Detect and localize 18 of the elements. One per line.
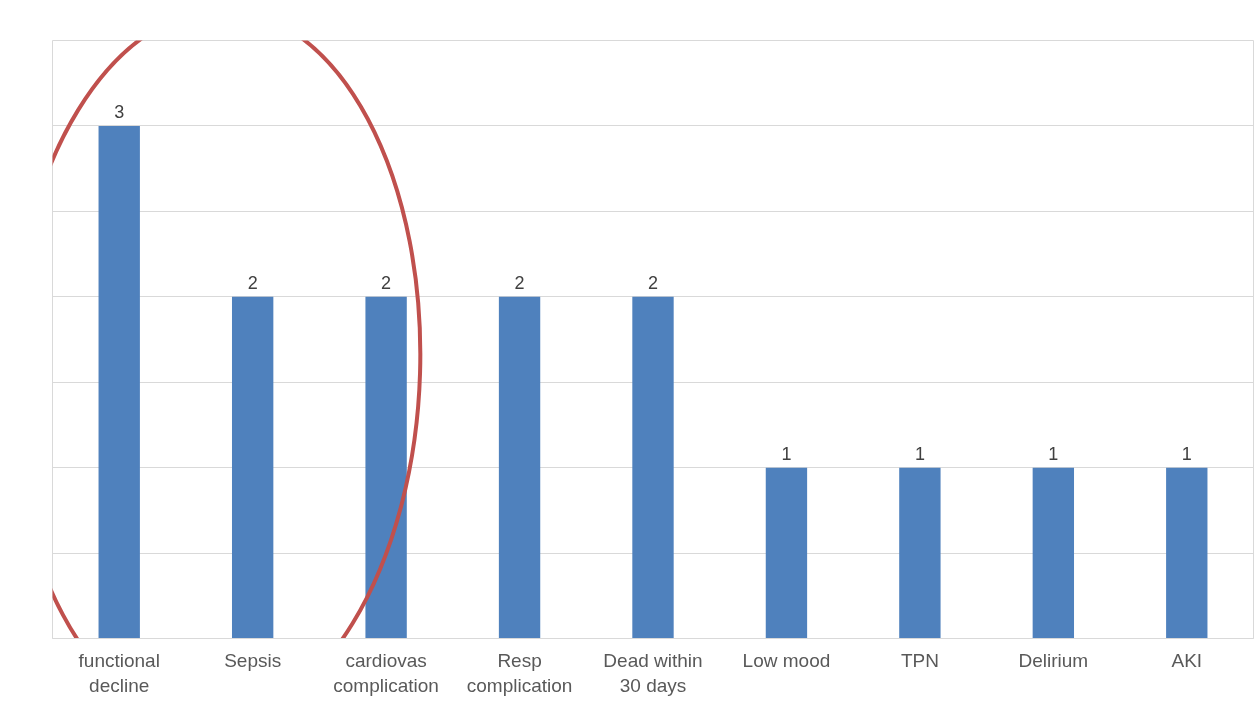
data-label: 2	[247, 272, 258, 293]
x-tick-label: functional decline	[78, 649, 160, 696]
data-label: 1	[1181, 443, 1192, 464]
data-label: 1	[1048, 443, 1059, 464]
data-label: 2	[647, 272, 659, 293]
x-tick-label: Sepsis	[224, 649, 282, 671]
data-label: 2	[381, 272, 392, 293]
x-tick-label: TPN	[900, 649, 939, 671]
data-label: 3	[114, 101, 125, 122]
x-tick-label: Dead within 30 days	[603, 649, 703, 696]
x-tick-label: Resp complication	[466, 649, 573, 696]
data-label: 1	[781, 443, 792, 464]
x-tick-label: cardiovas complication	[333, 649, 439, 696]
x-tick-label: Delirium	[1018, 649, 1089, 671]
x-tick-label: AKI	[1171, 649, 1203, 671]
data-label: 2	[514, 272, 525, 293]
x-tick-label: Low mood	[742, 649, 831, 671]
data-label: 1	[914, 443, 925, 464]
